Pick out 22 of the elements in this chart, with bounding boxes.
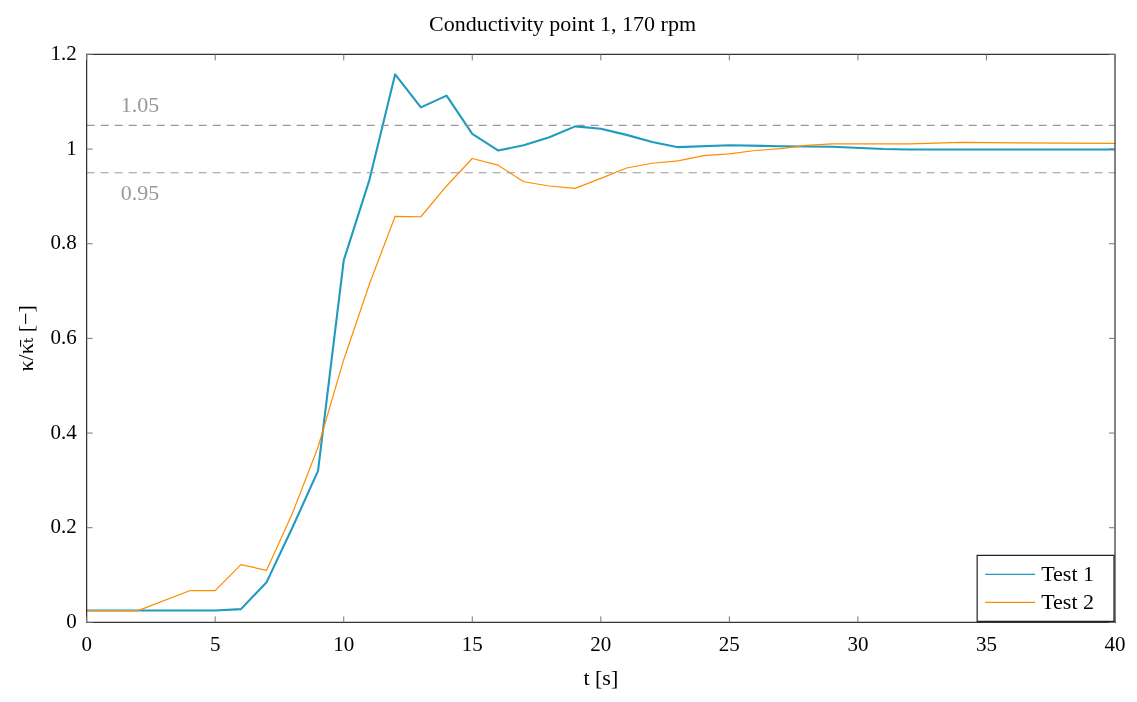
y-tick-label: 0.6: [50, 324, 77, 349]
x-tick-label: 40: [1104, 631, 1126, 656]
x-tick-label: 10: [333, 631, 355, 656]
x-tick-label: 20: [590, 631, 612, 656]
x-tick-label: 35: [975, 631, 997, 656]
x-tick-label: 5: [209, 631, 221, 656]
ref-line-label: 1.05: [120, 92, 160, 118]
legend-label: Test 1: [1041, 561, 1094, 587]
ref-line-label: 0.95: [120, 179, 160, 205]
y-tick-label: 1.2: [50, 40, 77, 65]
y-tick-label: 0.8: [50, 230, 77, 255]
y-axis-title: κ/κ̄ₜ [−]: [12, 305, 38, 372]
x-axis-title: t [s]: [583, 664, 619, 690]
y-tick-label: 0.4: [50, 419, 78, 444]
y-tick-label: 0: [66, 608, 77, 633]
x-tick-label: 25: [718, 631, 740, 656]
x-tick-label: 30: [847, 631, 869, 656]
legend-label: Test 2: [1041, 589, 1094, 615]
y-tick-label: 1: [66, 135, 77, 160]
chart-title: Conductivity point 1, 170 rpm: [428, 10, 697, 36]
x-tick-label: 15: [461, 631, 483, 656]
y-tick-label: 0.2: [50, 514, 77, 539]
